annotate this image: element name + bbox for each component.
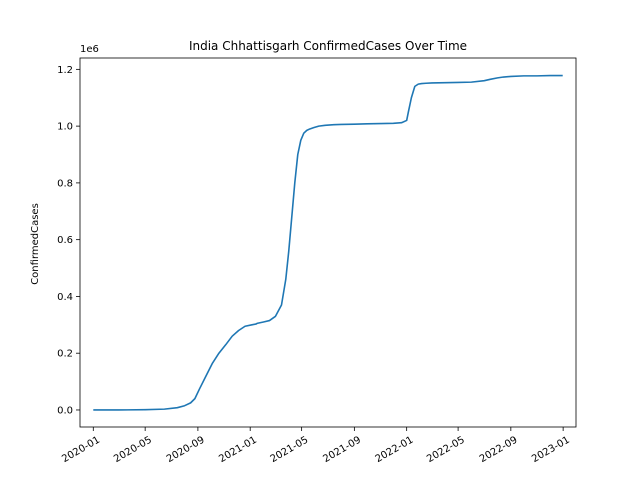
x-tick-label: 2022-09 [478,435,520,465]
y-tick-label: 1.2 [57,65,73,76]
x-tick-label: 2021-01 [217,435,259,465]
x-tick-label: 2020-05 [112,435,154,465]
x-tick-label: 2023-01 [530,435,572,465]
y-tick-label: 0.8 [57,178,73,189]
y-offset-label: 1e6 [80,44,99,55]
y-tick-label: 0.0 [57,405,73,416]
y-axis-label: ConfirmedCases [30,203,41,285]
series-line-0 [93,74,563,411]
y-tick-label: 0.6 [57,235,73,246]
axes-border [79,57,577,428]
y-axis: 0.0 0.2 0.4 0.6 0.8 1.0 1.2 [57,65,80,416]
x-tick-label: 2022-05 [425,435,467,465]
y-tick-label: 0.4 [57,292,73,303]
y-tick-label: 0.2 [57,349,73,360]
x-tick-label: 2021-05 [269,435,311,465]
chart-title: India Chhattisgarh ConfirmedCases Over T… [189,39,467,53]
x-axis: 2020-01 2020-05 2020-09 2021-01 2021-05 2021-… [60,427,572,465]
x-tick-label: 2020-01 [60,435,102,465]
y-tick-label: 1.0 [57,122,73,133]
x-tick-label: 2022-01 [374,435,416,465]
axes-frame [79,57,577,428]
x-tick-label: 2021-09 [321,435,363,465]
x-tick-label: 2020-09 [165,435,207,465]
plot-area [93,74,563,411]
